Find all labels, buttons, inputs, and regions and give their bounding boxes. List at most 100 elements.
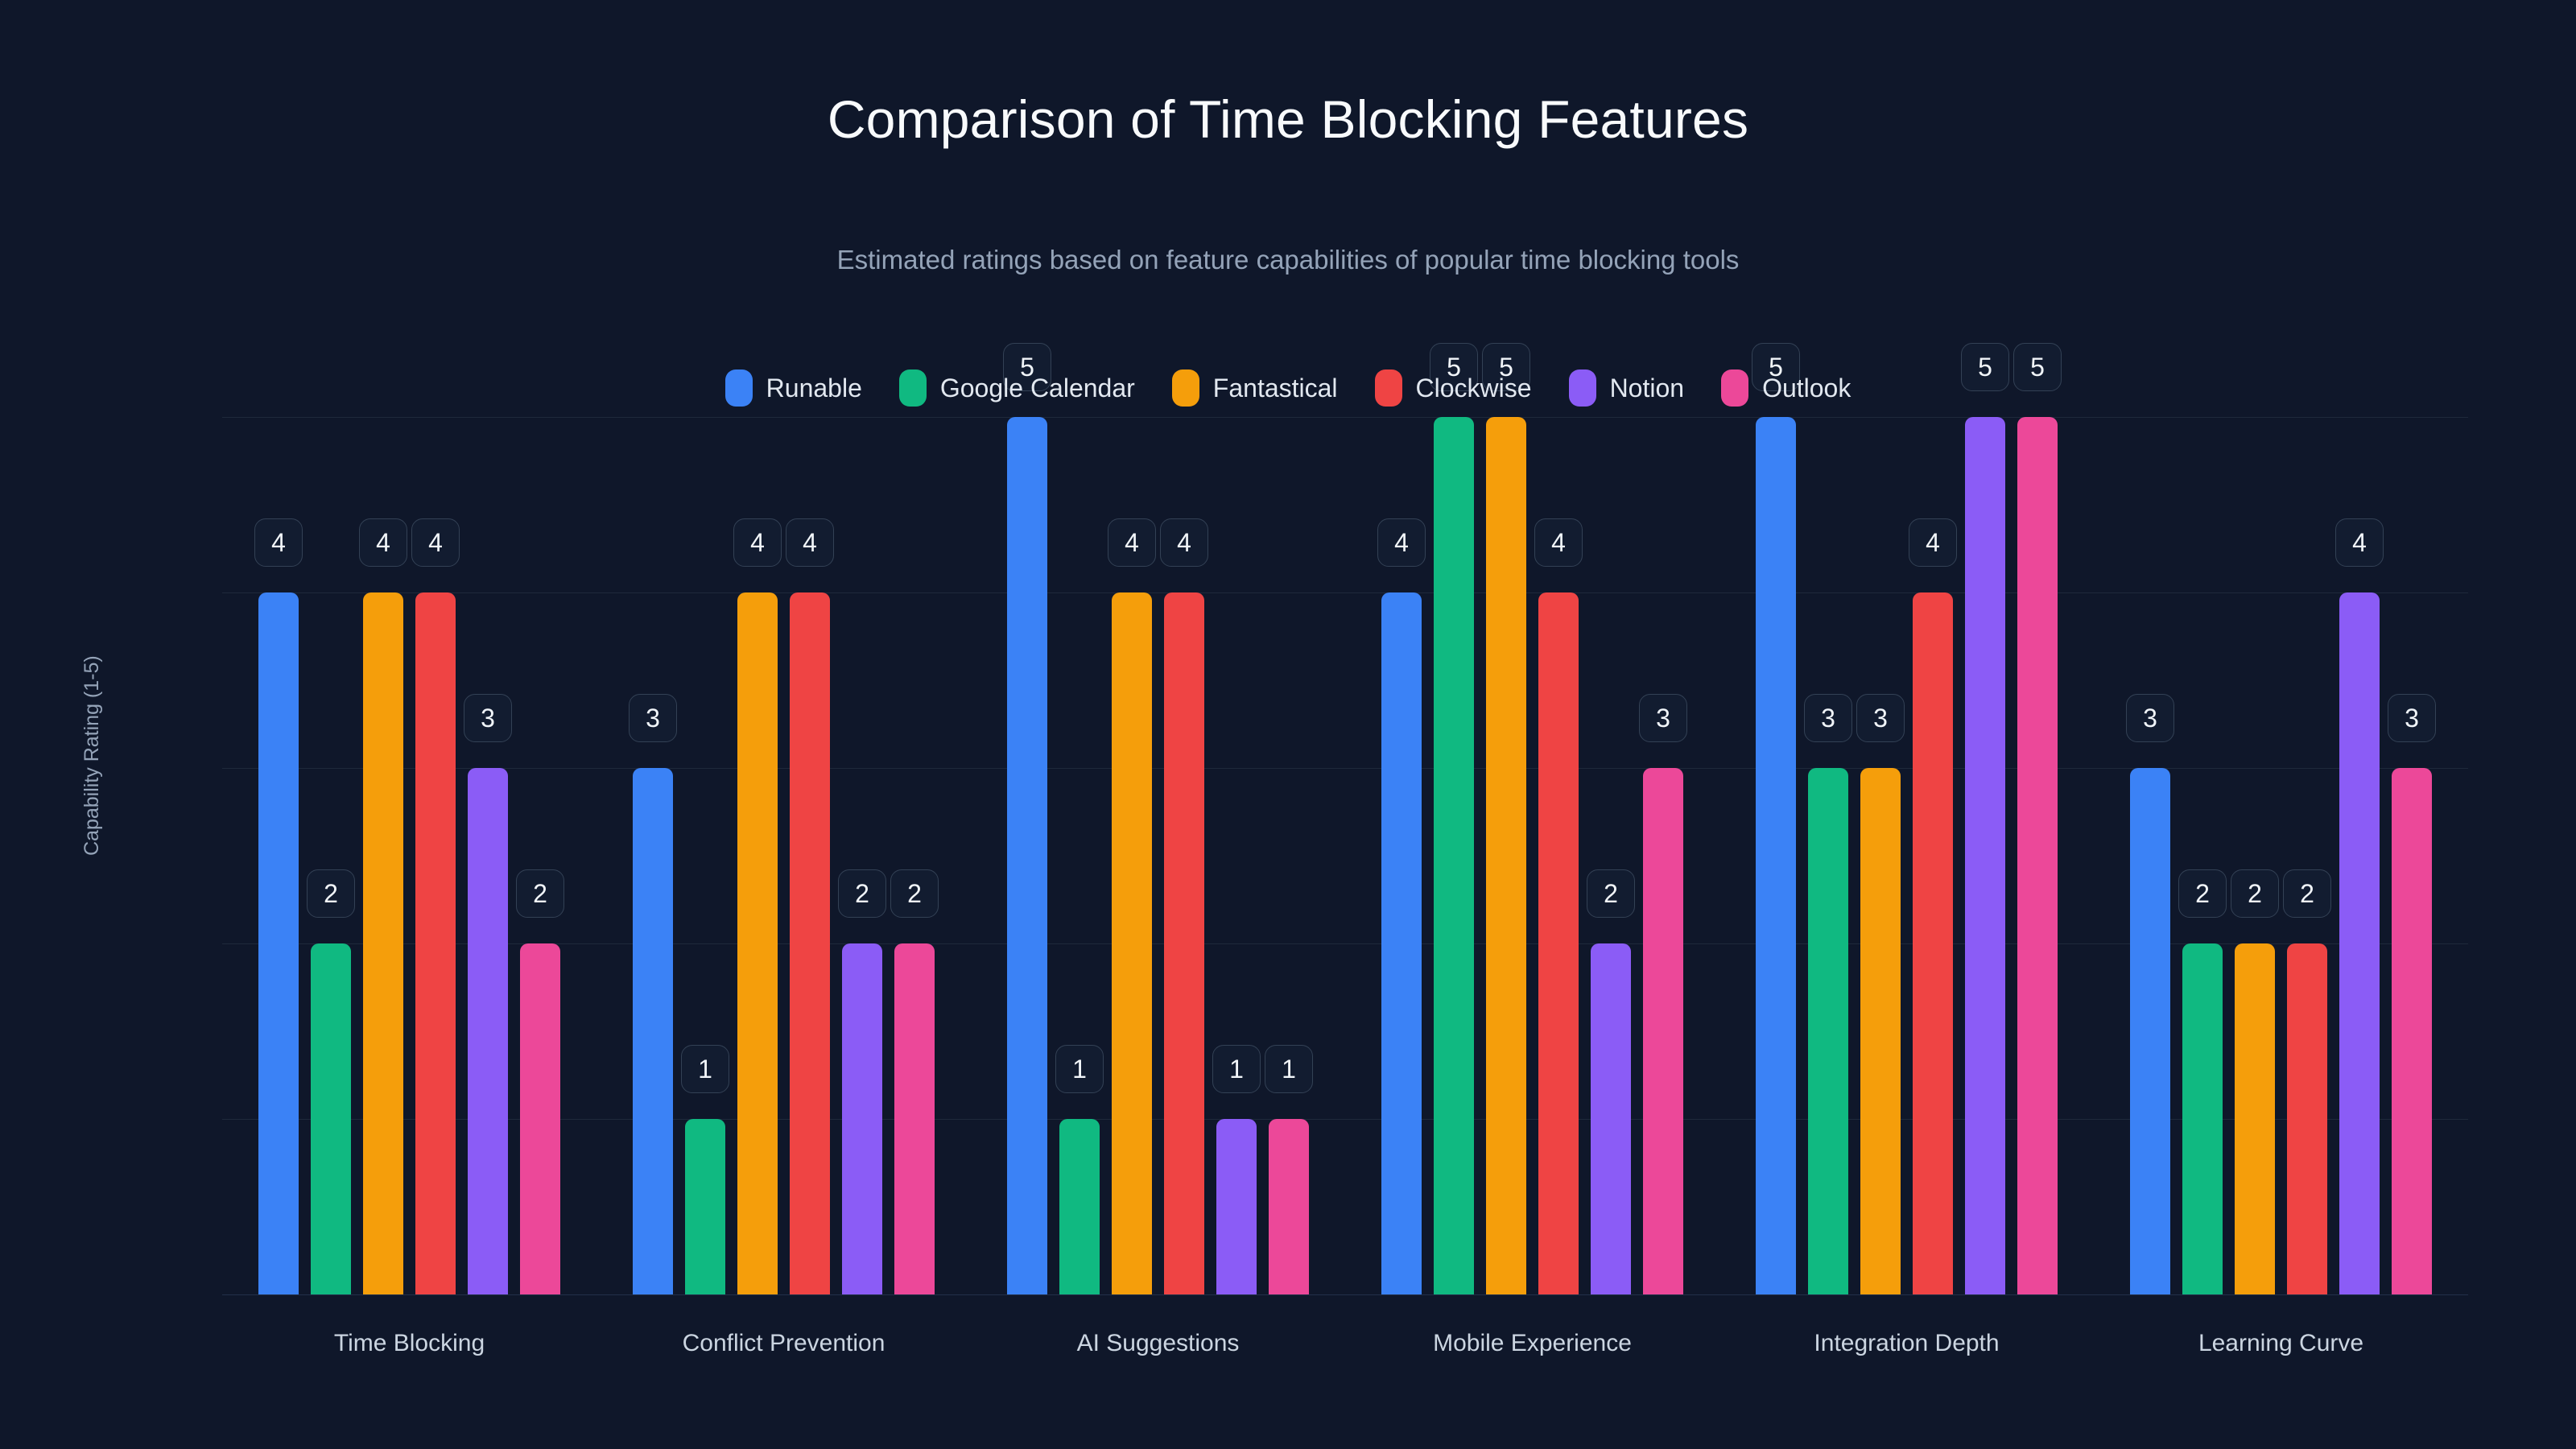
bar[interactable] bbox=[1913, 592, 1953, 1294]
bar-value-label: 2 bbox=[838, 869, 886, 918]
bar[interactable] bbox=[1269, 1119, 1309, 1294]
x-axis-category-label: AI Suggestions bbox=[1076, 1330, 1240, 1356]
bar-value-label: 2 bbox=[516, 869, 564, 918]
bar[interactable] bbox=[2339, 592, 2380, 1294]
bar-value-label: 3 bbox=[1804, 694, 1852, 742]
bar-value-label: 5 bbox=[1430, 343, 1478, 391]
bar-value-label: 3 bbox=[1856, 694, 1905, 742]
bar-value-label: 3 bbox=[629, 694, 677, 742]
plot-area: 0123454244323144225144114554235334553222… bbox=[222, 343, 2468, 1295]
bar[interactable] bbox=[1059, 1119, 1100, 1294]
x-axis-category-label: Conflict Prevention bbox=[682, 1330, 886, 1356]
bar-value-label: 1 bbox=[1055, 1045, 1104, 1093]
bar[interactable] bbox=[790, 592, 830, 1294]
bar[interactable] bbox=[258, 592, 299, 1294]
bar-value-label: 4 bbox=[254, 518, 303, 567]
bar-value-label: 3 bbox=[464, 694, 512, 742]
x-axis-category-label: Mobile Experience bbox=[1433, 1330, 1632, 1356]
bar[interactable] bbox=[1486, 417, 1526, 1294]
bar-value-label: 3 bbox=[1639, 694, 1687, 742]
legend-swatch-icon bbox=[1721, 369, 1749, 407]
bar-value-label: 4 bbox=[1377, 518, 1426, 567]
bar[interactable] bbox=[1434, 417, 1474, 1294]
bar-value-label: 2 bbox=[890, 869, 939, 918]
bar[interactable] bbox=[363, 592, 403, 1294]
bar[interactable] bbox=[2017, 417, 2058, 1294]
bar-value-label: 2 bbox=[1587, 869, 1635, 918]
x-axis-category-label: Integration Depth bbox=[1814, 1330, 2000, 1356]
bar-value-label: 4 bbox=[1909, 518, 1957, 567]
bar[interactable] bbox=[1965, 417, 2005, 1294]
bar-value-label: 4 bbox=[1108, 518, 1156, 567]
gridline bbox=[222, 592, 2468, 593]
gridline bbox=[222, 417, 2468, 418]
bar-value-label: 1 bbox=[681, 1045, 729, 1093]
legend-item-fantastical[interactable]: Fantastical bbox=[1171, 369, 1338, 407]
bar[interactable] bbox=[1860, 768, 1901, 1294]
bar-value-label: 1 bbox=[1265, 1045, 1313, 1093]
bar-value-label: 2 bbox=[2231, 869, 2279, 918]
bar-value-label: 5 bbox=[1961, 343, 2009, 391]
bar[interactable] bbox=[1007, 417, 1047, 1294]
bar[interactable] bbox=[894, 943, 935, 1294]
legend-label: Notion bbox=[1609, 373, 1685, 402]
x-axis-category-label: Learning Curve bbox=[2198, 1330, 2364, 1356]
bar[interactable] bbox=[2392, 768, 2432, 1294]
gridline bbox=[222, 768, 2468, 769]
bar[interactable] bbox=[2287, 943, 2327, 1294]
bar[interactable] bbox=[468, 768, 508, 1294]
bar[interactable] bbox=[1538, 592, 1579, 1294]
bar[interactable] bbox=[842, 943, 882, 1294]
legend-swatch-icon bbox=[1568, 369, 1596, 407]
legend-label: Fantastical bbox=[1212, 373, 1338, 402]
bar-value-label: 4 bbox=[733, 518, 782, 567]
bar[interactable] bbox=[633, 768, 673, 1294]
legend-swatch-icon bbox=[1374, 369, 1402, 407]
bar-value-label: 5 bbox=[1003, 343, 1051, 391]
bar[interactable] bbox=[1216, 1119, 1257, 1294]
bar-value-label: 4 bbox=[2335, 518, 2384, 567]
gridline bbox=[222, 1294, 2468, 1295]
bar-value-label: 4 bbox=[359, 518, 407, 567]
legend-swatch-icon bbox=[1171, 369, 1199, 407]
bar[interactable] bbox=[2182, 943, 2223, 1294]
bar-value-label: 3 bbox=[2126, 694, 2174, 742]
chart-subtitle: Estimated ratings based on feature capab… bbox=[836, 245, 1740, 275]
y-axis-title: Capability Rating (1-5) bbox=[80, 655, 103, 856]
bar[interactable] bbox=[1808, 768, 1848, 1294]
bar[interactable] bbox=[1164, 592, 1204, 1294]
bar-value-label: 4 bbox=[411, 518, 460, 567]
bar-value-label: 2 bbox=[2178, 869, 2227, 918]
bar[interactable] bbox=[2130, 768, 2170, 1294]
bar-value-label: 1 bbox=[1212, 1045, 1261, 1093]
bar-value-label: 2 bbox=[2283, 869, 2331, 918]
bar-value-label: 4 bbox=[1534, 518, 1583, 567]
bar[interactable] bbox=[415, 592, 456, 1294]
bar-value-label: 5 bbox=[1482, 343, 1530, 391]
bar[interactable] bbox=[1756, 417, 1796, 1294]
bar-value-label: 4 bbox=[1160, 518, 1208, 567]
gridline bbox=[222, 1119, 2468, 1120]
bar[interactable] bbox=[737, 592, 778, 1294]
bar-value-label: 5 bbox=[1752, 343, 1800, 391]
bar-value-label: 3 bbox=[2388, 694, 2436, 742]
chart-title: Comparison of Time Blocking Features bbox=[827, 89, 1749, 149]
x-axis-category-label: Time Blocking bbox=[333, 1330, 485, 1356]
bar[interactable] bbox=[520, 943, 560, 1294]
bar-value-label: 2 bbox=[307, 869, 355, 918]
chart-legend: Runable Google Calendar Fantastical Clockwi… bbox=[0, 369, 2576, 407]
bar[interactable] bbox=[685, 1119, 725, 1294]
legend-item-notion[interactable]: Notion bbox=[1568, 369, 1685, 407]
bar[interactable] bbox=[1381, 592, 1422, 1294]
legend-label: Runable bbox=[766, 373, 862, 402]
gridline bbox=[222, 943, 2468, 944]
bar[interactable] bbox=[1591, 943, 1631, 1294]
bar-value-label: 5 bbox=[2013, 343, 2062, 391]
bar[interactable] bbox=[2235, 943, 2275, 1294]
bar-value-label: 4 bbox=[786, 518, 834, 567]
bar[interactable] bbox=[311, 943, 351, 1294]
legend-item-runable[interactable]: Runable bbox=[724, 369, 862, 407]
bar[interactable] bbox=[1112, 592, 1152, 1294]
bar[interactable] bbox=[1643, 768, 1683, 1294]
